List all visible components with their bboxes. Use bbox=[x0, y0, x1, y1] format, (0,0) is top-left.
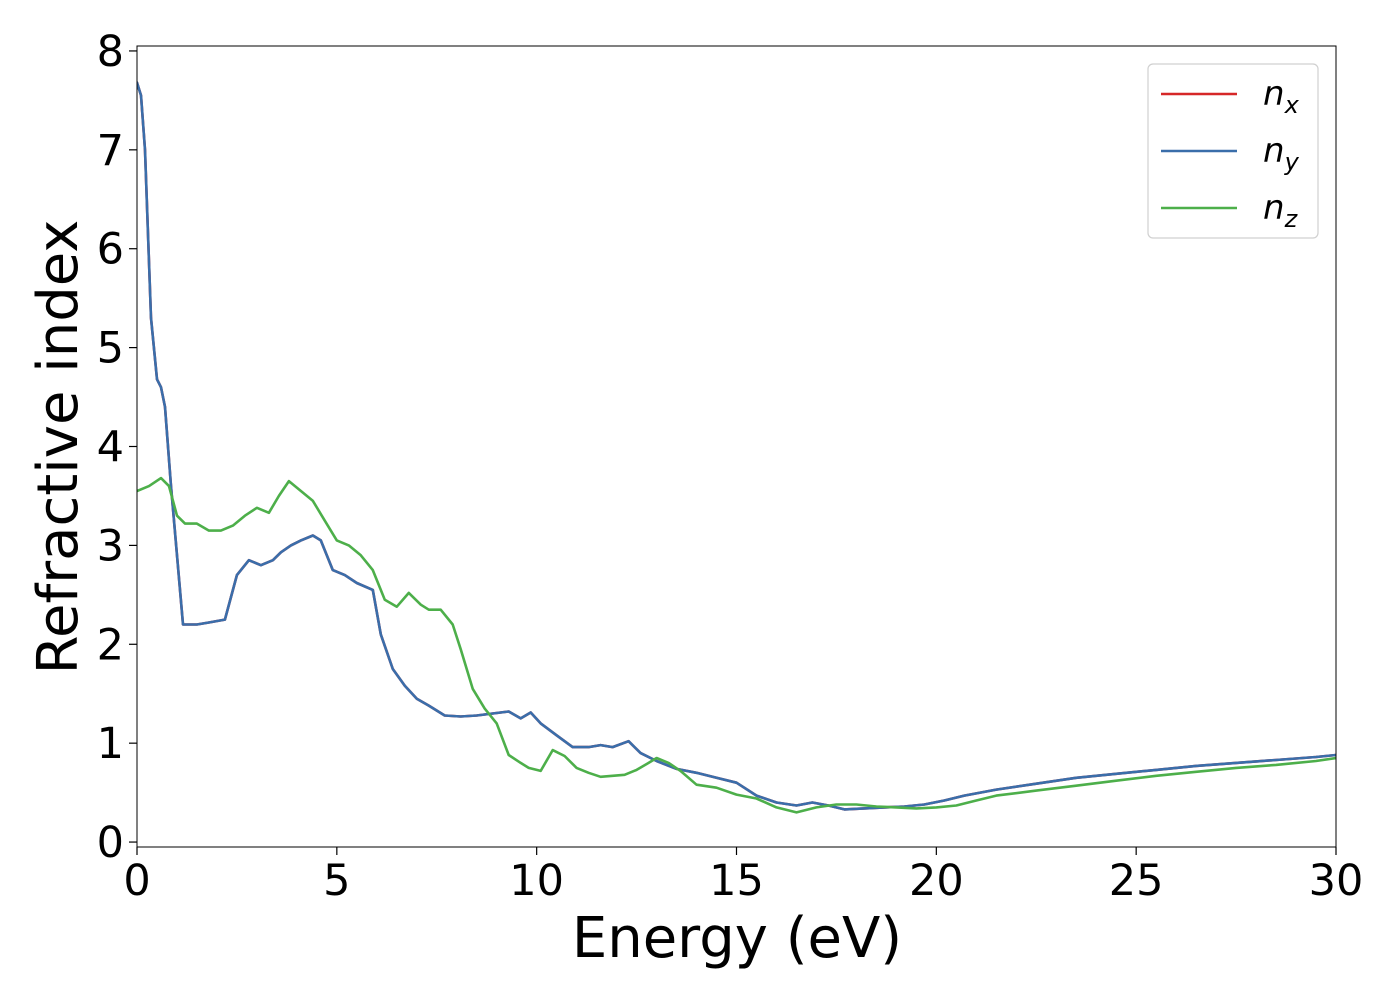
y-tick-label: 8 bbox=[97, 27, 124, 77]
legend-entry-z: nz bbox=[1161, 188, 1299, 233]
y-tick-label: 3 bbox=[97, 521, 124, 571]
x-axis-ticks: 0 5 10 15 20 25 30 bbox=[123, 847, 1363, 906]
y-axis-ticks: 0 1 2 3 4 5 6 7 8 bbox=[97, 27, 137, 868]
x-tick-label: 5 bbox=[323, 856, 350, 906]
y-tick-label: 4 bbox=[97, 423, 124, 473]
x-axis-label: Energy (eV) bbox=[572, 906, 902, 971]
y-tick-label: 2 bbox=[97, 620, 124, 670]
y-axis-label: Refractive index bbox=[26, 220, 91, 675]
series-line-y bbox=[137, 81, 1336, 811]
legend-entry-y: ny bbox=[1161, 131, 1300, 176]
y-tick-label: 5 bbox=[97, 324, 124, 374]
y-tick-label: 7 bbox=[97, 126, 124, 176]
x-tick-label: 10 bbox=[509, 856, 564, 906]
series-line-z bbox=[137, 476, 1336, 814]
x-tick-label: 15 bbox=[709, 856, 764, 906]
y-tick-label: 6 bbox=[97, 225, 124, 275]
plot-lines bbox=[137, 81, 1336, 814]
x-tick-label: 25 bbox=[1109, 856, 1164, 906]
legend-label: nx bbox=[1263, 74, 1300, 119]
x-tick-label: 0 bbox=[123, 856, 150, 906]
x-tick-label: 20 bbox=[909, 856, 964, 906]
x-tick-label: 30 bbox=[1309, 856, 1364, 906]
legend-label: ny bbox=[1263, 131, 1300, 176]
y-tick-label: 0 bbox=[97, 818, 124, 868]
legend-label: nz bbox=[1263, 188, 1299, 233]
legend: nx ny nz bbox=[1147, 63, 1319, 239]
y-tick-label: 1 bbox=[97, 719, 124, 769]
legend-entry-x: nx bbox=[1161, 74, 1300, 119]
